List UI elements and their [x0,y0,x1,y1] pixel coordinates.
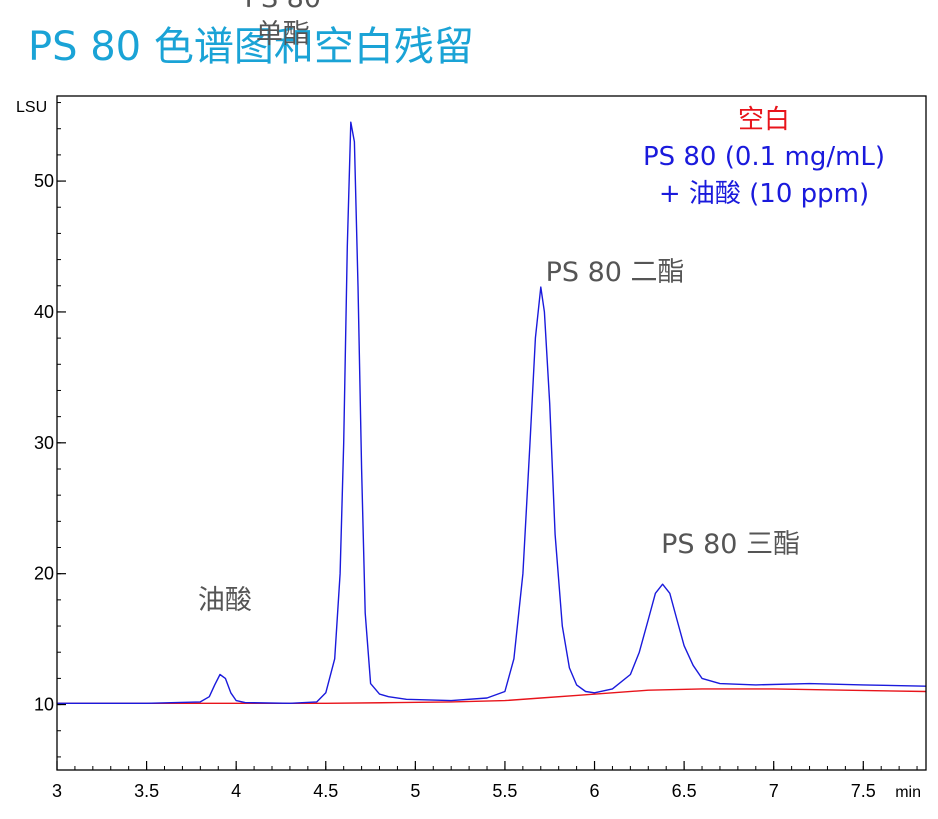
y-tick-label: 50 [34,171,54,191]
legend-entry: + 油酸 (10 ppm) [659,179,869,209]
peak-label: 单酯 [256,19,310,50]
peak-label: PS 80 三酯 [661,529,800,560]
x-tick-label: 7 [769,781,779,801]
legend-entry: PS 80 (0.1 mg/mL) [643,142,885,172]
x-axis-unit: min [895,784,921,801]
x-tick-label: 3 [52,781,62,801]
y-tick-label: 30 [34,433,54,453]
legend-entry: 空白 [738,105,790,135]
x-tick-label: 6.5 [672,781,697,801]
x-tick-label: 7.5 [851,781,876,801]
y-tick-label: 20 [34,564,54,584]
x-tick-label: 6 [590,781,600,801]
y-axis-unit: LSU [16,99,47,116]
series-line-1 [57,121,927,704]
x-tick-label: 4 [231,781,241,801]
peak-label: PS 80 二酯 [546,257,685,288]
peak-label: 油酸 [198,585,252,616]
peak-label: PS 80 [245,0,321,14]
x-tick-label: 5 [410,781,420,801]
x-tick-label: 5.5 [492,781,517,801]
y-tick-label: 10 [34,695,54,715]
page-title: PS 80 色谱图和空白残留 [28,24,474,70]
x-tick-label: 4.5 [313,781,338,801]
y-tick-label: 40 [34,302,54,322]
plot-frame [56,95,927,771]
x-tick-label: 3.5 [134,781,159,801]
